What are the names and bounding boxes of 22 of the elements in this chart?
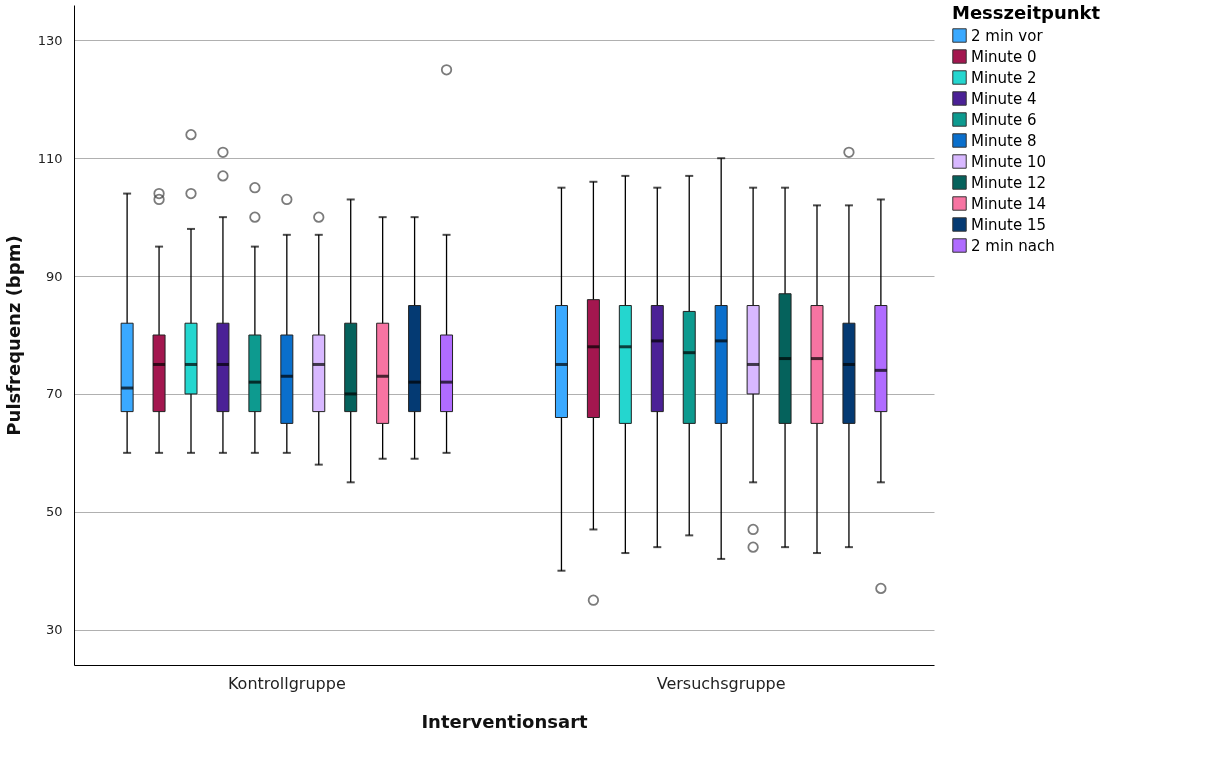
legend-label: Minute 14 bbox=[971, 194, 1047, 213]
legend-label: Minute 15 bbox=[971, 215, 1047, 234]
x-tick-label: Kontrollgruppe bbox=[227, 673, 346, 693]
y-axis-title: Pulsfrequenz (bpm) bbox=[2, 235, 24, 436]
legend-label: Minute 4 bbox=[971, 89, 1037, 108]
legend-label: 2 min vor bbox=[971, 26, 1044, 45]
legend-label: Minute 6 bbox=[971, 110, 1037, 129]
x-axis-title: Interventionsart bbox=[421, 710, 589, 732]
legend-label: Minute 2 bbox=[971, 68, 1037, 87]
y-tick-label: 90 bbox=[45, 268, 63, 284]
y-tick-label: 110 bbox=[37, 150, 63, 166]
y-tick-label: 30 bbox=[45, 622, 63, 638]
y-tick-label: 70 bbox=[45, 386, 63, 402]
legend-label: Minute 12 bbox=[971, 173, 1047, 192]
legend-label: Minute 0 bbox=[971, 47, 1037, 66]
legend-label: Minute 8 bbox=[971, 131, 1037, 150]
y-tick-label: 50 bbox=[45, 504, 63, 520]
legend-label: 2 min nach bbox=[971, 236, 1055, 255]
y-tick-label: 130 bbox=[37, 32, 63, 48]
legend-label: Minute 10 bbox=[971, 152, 1047, 171]
legend-title: Messzeitpunkt bbox=[952, 2, 1101, 23]
x-tick-label: Versuchsgruppe bbox=[656, 673, 786, 693]
